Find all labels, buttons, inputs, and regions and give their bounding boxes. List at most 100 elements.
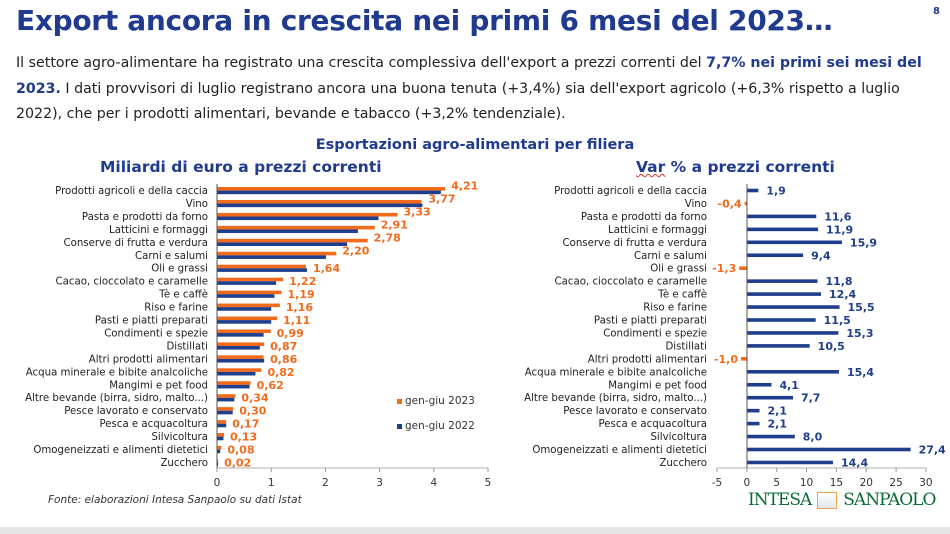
data-label: 14,4 xyxy=(841,456,868,469)
charts-title: Esportazioni agro-alimentari per filiera xyxy=(315,137,635,153)
data-label: 11,8 xyxy=(825,275,852,288)
x-tick-label: 0 xyxy=(214,477,221,489)
legend-label: gen-giu 2023 xyxy=(405,395,475,407)
bar-2022 xyxy=(217,397,235,402)
bar-2023 xyxy=(217,225,375,230)
bar-2023 xyxy=(217,303,280,308)
category-label: Pasti e piatti preparati xyxy=(594,316,707,327)
data-label: 0,08 xyxy=(227,444,254,457)
var-bar xyxy=(747,318,816,322)
x-tick-label: 1 xyxy=(268,477,275,489)
data-label: 2,91 xyxy=(381,218,408,231)
bar-2023 xyxy=(217,251,337,256)
category-label: Tè e caffè xyxy=(158,289,208,301)
bar-2023 xyxy=(217,458,219,463)
intesa-sanpaolo-logo: INTESA SANPAOLO xyxy=(748,490,936,510)
category-label: Pesce lavorato e conservato xyxy=(563,406,707,417)
bar-2023 xyxy=(217,187,446,191)
category-label: Pesca e acquacoltura xyxy=(99,419,208,430)
category-label: Condimenti e spezie xyxy=(603,328,707,339)
category-label: Distillati xyxy=(166,341,208,352)
data-label: 15,4 xyxy=(847,366,874,379)
bar-2022 xyxy=(217,320,272,324)
data-label: 0,62 xyxy=(257,379,284,392)
source-note: Fonte: elaborazioni Intesa Sanpaolo su d… xyxy=(48,494,302,506)
data-label: 1,22 xyxy=(289,275,316,288)
x-tick-label: 20 xyxy=(860,477,873,489)
intro-paragraph: Il settore agro-alimentare ha registrato… xyxy=(16,51,941,128)
bar-2023 xyxy=(217,381,251,385)
intro-text-1: Il settore agro-alimentare ha registrato… xyxy=(16,55,707,71)
data-label: 4,1 xyxy=(779,379,799,392)
var-bar xyxy=(747,279,818,283)
bar-2023 xyxy=(217,238,368,243)
category-label: Vino xyxy=(685,199,707,210)
data-label: 2,1 xyxy=(768,418,788,431)
category-label: Pesca e acquacoltura xyxy=(598,419,707,430)
category-label: Altre bevande (birra, sidro, malto...) xyxy=(25,393,208,404)
bar-2023 xyxy=(217,394,236,398)
bar-2022 xyxy=(217,436,224,441)
category-label: Cacao, cioccolato e caramelle xyxy=(56,277,208,288)
category-label: Altri prodotti alimentari xyxy=(588,354,707,365)
data-label: 2,78 xyxy=(374,231,401,244)
legend-swatch xyxy=(397,424,402,429)
data-label: 11,5 xyxy=(824,314,851,327)
data-label: 8,0 xyxy=(803,431,823,444)
data-label: 27,4 xyxy=(919,444,946,457)
data-label: 1,9 xyxy=(766,185,786,198)
var-bar xyxy=(747,331,839,335)
bar-2023 xyxy=(217,199,422,204)
bar-2023 xyxy=(217,368,262,372)
left-chart-title: Miliardi di euro a prezzi correnti xyxy=(100,158,382,176)
x-tick-label: 5 xyxy=(773,477,780,489)
bar-2022 xyxy=(217,410,233,415)
data-label: 1,16 xyxy=(286,301,313,314)
data-label: -1,3 xyxy=(712,262,736,275)
var-bar xyxy=(747,460,833,465)
var-bar xyxy=(747,227,819,232)
data-label: 3,77 xyxy=(428,192,455,205)
category-label: Pesce lavorato e conservato xyxy=(64,406,208,417)
data-label: 9,4 xyxy=(811,249,831,262)
x-tick-label: 4 xyxy=(430,477,437,489)
category-label: Mangimi e pet food xyxy=(109,380,208,391)
category-label: Pasti e piatti preparati xyxy=(95,316,208,327)
x-tick-label: 30 xyxy=(919,477,932,489)
data-label: 1,11 xyxy=(283,314,310,327)
bar-2023 xyxy=(217,446,222,450)
category-label: Mangimi e pet food xyxy=(608,380,707,391)
category-label: Riso e farine xyxy=(144,303,208,314)
category-label: Conserve di frutta e verdura xyxy=(562,238,707,249)
bar-2022 xyxy=(217,229,358,234)
var-bar xyxy=(747,214,817,219)
bar-2022 xyxy=(217,423,227,428)
data-label: 2,20 xyxy=(342,244,369,257)
bar-2022 xyxy=(217,449,221,454)
category-label: Conserve di frutta e verdura xyxy=(63,238,208,249)
var-bar xyxy=(747,421,760,426)
category-label: Omogeneizzati e alimenti dietetici xyxy=(532,445,707,456)
data-label: 0,86 xyxy=(270,353,297,366)
category-label: Silvicoltura xyxy=(151,432,208,443)
bar-2023 xyxy=(217,316,278,321)
category-label: Latticini e formaggi xyxy=(608,225,707,236)
category-label: Vino xyxy=(186,199,208,210)
category-label: Cacao, cioccolato e caramelle xyxy=(555,277,707,288)
x-tick-label: 15 xyxy=(830,477,843,489)
data-label: 2,1 xyxy=(768,405,788,418)
data-label: 4,21 xyxy=(451,180,478,193)
data-label: 15,5 xyxy=(848,301,875,314)
var-bar xyxy=(741,357,747,361)
data-label: 0,34 xyxy=(241,392,268,405)
bar-2022 xyxy=(217,294,275,298)
data-label: 0,82 xyxy=(267,366,294,379)
var-bar xyxy=(744,201,747,206)
var-bar xyxy=(747,408,760,413)
category-label: Carni e salumi xyxy=(634,251,707,262)
category-label: Altre bevande (birra, sidro, malto...) xyxy=(524,393,707,404)
category-label: Altri prodotti alimentari xyxy=(89,354,208,365)
bar-2022 xyxy=(217,190,441,195)
var-bar xyxy=(747,253,804,258)
category-label: Prodotti agricoli e della caccia xyxy=(554,186,707,197)
